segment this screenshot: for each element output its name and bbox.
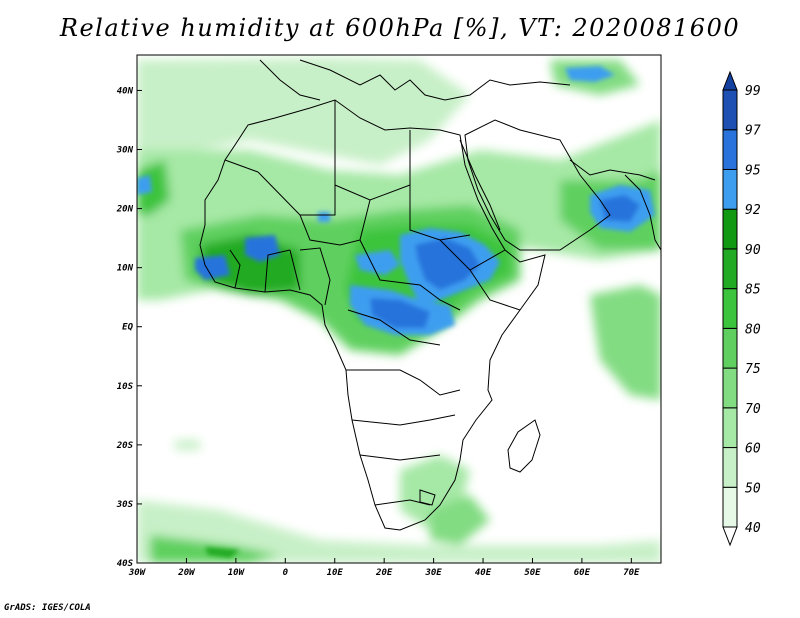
colorbar-label: 90 (745, 243, 761, 258)
colorbar-box (722, 447, 738, 488)
colorbar-box (722, 129, 738, 170)
colorbar-label: 95 (745, 163, 761, 178)
colorbar-label: 70 (745, 402, 761, 417)
colorbar-box (722, 208, 738, 250)
colorbar-label: 85 (745, 283, 761, 298)
lat-tick-label: 10S (117, 382, 134, 392)
colorbar-top-arrow (722, 70, 738, 91)
lat-tick-label: 40S (117, 559, 134, 569)
lon-tick-label: 30E (424, 568, 442, 578)
colorbar: 40 50 60 70 75 80 85 90 92 95 97 99 (722, 70, 761, 547)
colorbar-box (722, 486, 738, 528)
lon-tick-label: 40E (475, 568, 492, 578)
colorbar-box (722, 288, 738, 329)
lat-tick-label: 30N (116, 146, 134, 156)
colorbar-label: 75 (745, 362, 761, 377)
lat-tick-label: 20S (116, 441, 134, 451)
lon-tick-label: 0 (283, 568, 289, 578)
lat-tick-label: 10N (117, 264, 134, 274)
lon-tick-label: 20W (177, 568, 196, 578)
lon-tick-label: 30W (128, 568, 147, 578)
colorbar-box (722, 367, 738, 409)
lon-tick-label: 20E (375, 568, 393, 578)
lon-tick-label: 70E (623, 568, 640, 578)
credit-text: GrADS: IGES/COLA (4, 603, 91, 613)
colorbar-label: 50 (745, 481, 761, 496)
map-title: Relative humidity at 600hPa [%], VT: 202… (59, 14, 741, 42)
colorbar-box (722, 168, 738, 210)
colorbar-label: 92 (745, 203, 761, 218)
lat-tick-label: EQ (122, 323, 133, 333)
lon-tick-label: 60E (574, 568, 591, 578)
lat-tick-label: 30S (116, 500, 134, 510)
lon-tick-label: 10E (327, 568, 344, 578)
lon-tick-label: 50E (524, 568, 541, 578)
humidity-field (137, 55, 661, 563)
colorbar-box (722, 89, 738, 131)
plot-frame (136, 54, 662, 564)
coastlines-and-borders (199, 59, 661, 531)
colorbar-label: 60 (745, 442, 761, 457)
colorbar-box (722, 248, 738, 290)
colorbar-box (722, 407, 738, 449)
lon-tick-label: 10W (228, 568, 246, 578)
colorbar-box (722, 327, 738, 369)
colorbar-label: 80 (745, 322, 761, 337)
colorbar-label: 97 (745, 124, 761, 139)
colorbar-label: 99 (745, 84, 761, 99)
colorbar-label: 40 (745, 521, 761, 536)
lat-tick-label: 20N (116, 205, 134, 215)
lat-tick-label: 40N (117, 86, 134, 96)
map-axes: 30W 20W 10W 0 10E 20E 30E 40E 50E 60E 70E 40N 30N 20N… (116, 86, 640, 578)
colorbar-bottom-arrow (722, 526, 738, 547)
